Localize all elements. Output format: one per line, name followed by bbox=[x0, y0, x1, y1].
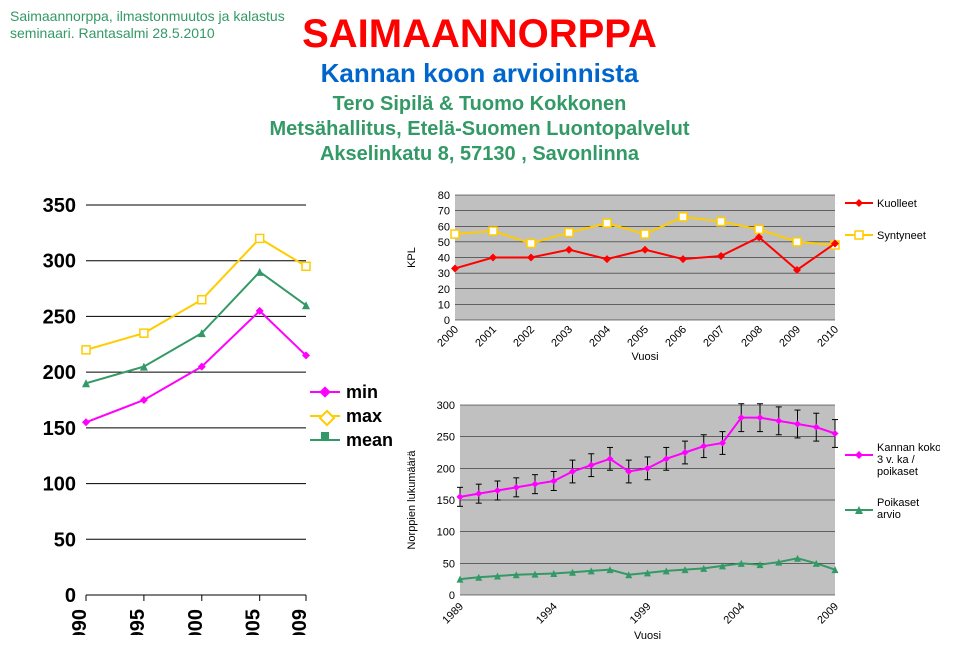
svg-text:1999: 1999 bbox=[628, 601, 654, 627]
svg-text:2004: 2004 bbox=[587, 324, 613, 350]
svg-text:1994: 1994 bbox=[534, 601, 560, 627]
svg-text:poikaset: poikaset bbox=[877, 466, 918, 478]
svg-text:40: 40 bbox=[438, 253, 450, 265]
births-deaths-chart: 0 10 20 30 40 50 60 70 80 2000 2001 2002 2003 2004 200… bbox=[395, 185, 940, 365]
svg-text:2002: 2002 bbox=[511, 324, 537, 350]
page-authors: Tero Sipilä & Tuomo Kokkonen Metsähallit… bbox=[0, 92, 959, 167]
svg-text:150: 150 bbox=[437, 495, 455, 507]
svg-text:0: 0 bbox=[449, 590, 455, 602]
legend-swatch-max bbox=[310, 415, 340, 417]
svg-text:2009: 2009 bbox=[777, 324, 803, 350]
svg-text:350: 350 bbox=[43, 195, 76, 217]
svg-text:2001: 2001 bbox=[473, 324, 499, 350]
svg-text:1989: 1989 bbox=[440, 601, 466, 627]
svg-text:0: 0 bbox=[444, 315, 450, 327]
svg-text:20: 20 bbox=[438, 284, 450, 296]
svg-text:1995: 1995 bbox=[127, 609, 149, 635]
svg-text:Kuolleet: Kuolleet bbox=[877, 198, 917, 210]
authors-line: Tero Sipilä & Tuomo Kokkonen bbox=[333, 93, 627, 115]
svg-text:2008: 2008 bbox=[739, 324, 765, 350]
main-chart-legend: min max mean bbox=[310, 380, 393, 452]
svg-text:50: 50 bbox=[443, 558, 455, 570]
svg-text:100: 100 bbox=[437, 527, 455, 539]
svg-text:2009: 2009 bbox=[289, 609, 311, 635]
legend-label-min: min bbox=[346, 382, 378, 403]
svg-text:30: 30 bbox=[438, 268, 450, 280]
svg-text:250: 250 bbox=[437, 432, 455, 444]
svg-text:2005: 2005 bbox=[625, 324, 651, 350]
legend-label-max: max bbox=[346, 406, 382, 427]
svg-text:80: 80 bbox=[438, 190, 450, 202]
svg-text:Syntyneet: Syntyneet bbox=[877, 230, 926, 242]
legend-swatch-mean bbox=[310, 439, 340, 441]
svg-text:300: 300 bbox=[437, 400, 455, 412]
svg-text:2009: 2009 bbox=[815, 601, 841, 627]
page-title: SAIMAANNORPPA bbox=[0, 12, 959, 57]
legend-row-mean: mean bbox=[310, 428, 393, 452]
svg-text:200: 200 bbox=[43, 362, 76, 384]
svg-text:Norppien lukumäärä: Norppien lukumäärä bbox=[406, 450, 418, 550]
svg-text:100: 100 bbox=[43, 474, 76, 496]
svg-text:50: 50 bbox=[54, 529, 76, 551]
svg-text:1990: 1990 bbox=[69, 609, 91, 635]
svg-text:2000: 2000 bbox=[185, 609, 207, 635]
svg-text:200: 200 bbox=[437, 463, 455, 475]
svg-text:Poikaset: Poikaset bbox=[877, 497, 919, 509]
legend-label-mean: mean bbox=[346, 430, 393, 451]
legend-row-max: max bbox=[310, 404, 393, 428]
address-line: Akselinkatu 8, 57130 , Savonlinna bbox=[320, 143, 639, 165]
svg-text:Vuosi: Vuosi bbox=[634, 630, 661, 642]
svg-text:Vuosi: Vuosi bbox=[631, 351, 658, 363]
svg-text:2006: 2006 bbox=[663, 324, 689, 350]
svg-text:250: 250 bbox=[43, 306, 76, 328]
page-subtitle: Kannan koon arvioinnista bbox=[0, 58, 959, 89]
svg-text:arvio: arvio bbox=[877, 509, 901, 521]
svg-text:Kannan koko: Kannan koko bbox=[877, 442, 940, 454]
svg-text:2007: 2007 bbox=[701, 324, 727, 350]
svg-text:150: 150 bbox=[43, 418, 76, 440]
svg-text:60: 60 bbox=[438, 221, 450, 233]
svg-text:2000: 2000 bbox=[435, 324, 461, 350]
svg-text:300: 300 bbox=[43, 251, 76, 273]
legend-swatch-min bbox=[310, 391, 340, 393]
svg-text:0: 0 bbox=[65, 585, 76, 607]
affiliation-line: Metsähallitus, Etelä-Suomen Luontopalvel… bbox=[269, 118, 689, 140]
population-chart: 0 50 100 150 200 250 300 1989 1994 1999 2004 2009 No… bbox=[395, 395, 940, 650]
svg-text:2010: 2010 bbox=[815, 324, 841, 350]
svg-text:10: 10 bbox=[438, 299, 450, 311]
svg-text:2004: 2004 bbox=[722, 601, 748, 627]
svg-text:KPL: KPL bbox=[406, 247, 418, 268]
legend-row-min: min bbox=[310, 380, 393, 404]
svg-text:2003: 2003 bbox=[549, 324, 575, 350]
svg-text:3 v. ka /: 3 v. ka / bbox=[877, 454, 916, 466]
svg-text:2005: 2005 bbox=[243, 609, 265, 635]
svg-text:70: 70 bbox=[438, 206, 450, 218]
svg-text:50: 50 bbox=[438, 237, 450, 249]
